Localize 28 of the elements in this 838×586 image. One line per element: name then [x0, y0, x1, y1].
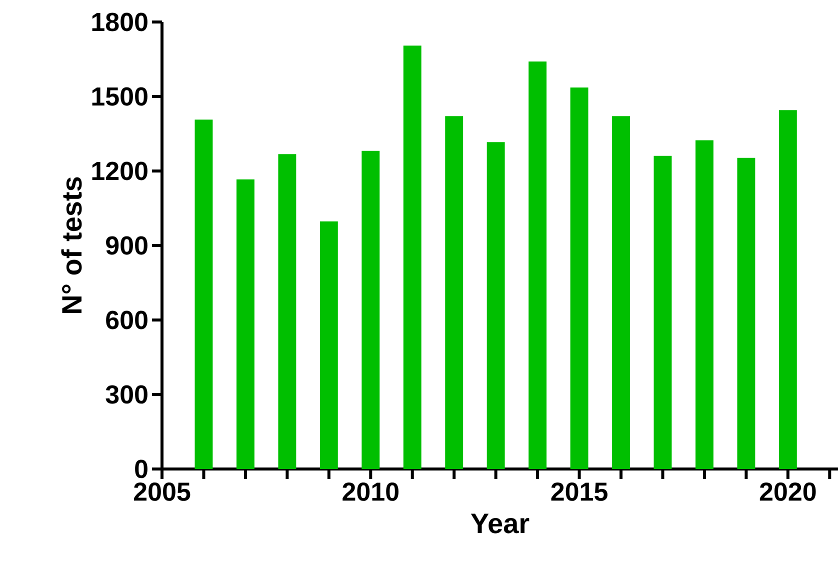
bar [403, 46, 422, 469]
bar [778, 110, 797, 469]
y-tick-label: 600 [106, 310, 148, 330]
bar [362, 150, 380, 469]
bar [445, 116, 464, 469]
bar [737, 158, 756, 469]
bar [236, 179, 254, 469]
x-tick-label: 2010 [342, 482, 398, 501]
y-tick-label: 1800 [92, 12, 148, 32]
bar [194, 120, 213, 469]
y-tick-label: 300 [106, 385, 148, 404]
bar [570, 88, 588, 469]
bar [320, 221, 338, 469]
x-tick-label: 2020 [760, 482, 816, 501]
x-axis-title: Year [470, 514, 530, 534]
y-tick-label: 0 [135, 460, 148, 478]
bar [486, 142, 505, 469]
x-tick-label: 2005 [134, 482, 190, 501]
bar [528, 61, 547, 469]
y-axis-title: N° of tests [61, 177, 82, 314]
bar [695, 140, 714, 469]
y-tick-label: 1500 [92, 87, 148, 106]
y-tick-label: 1200 [92, 162, 148, 180]
bar [278, 154, 296, 469]
x-tick-label: 2015 [551, 482, 608, 501]
bar [654, 156, 672, 469]
y-tick-label: 900 [106, 236, 148, 255]
bar [612, 116, 630, 469]
